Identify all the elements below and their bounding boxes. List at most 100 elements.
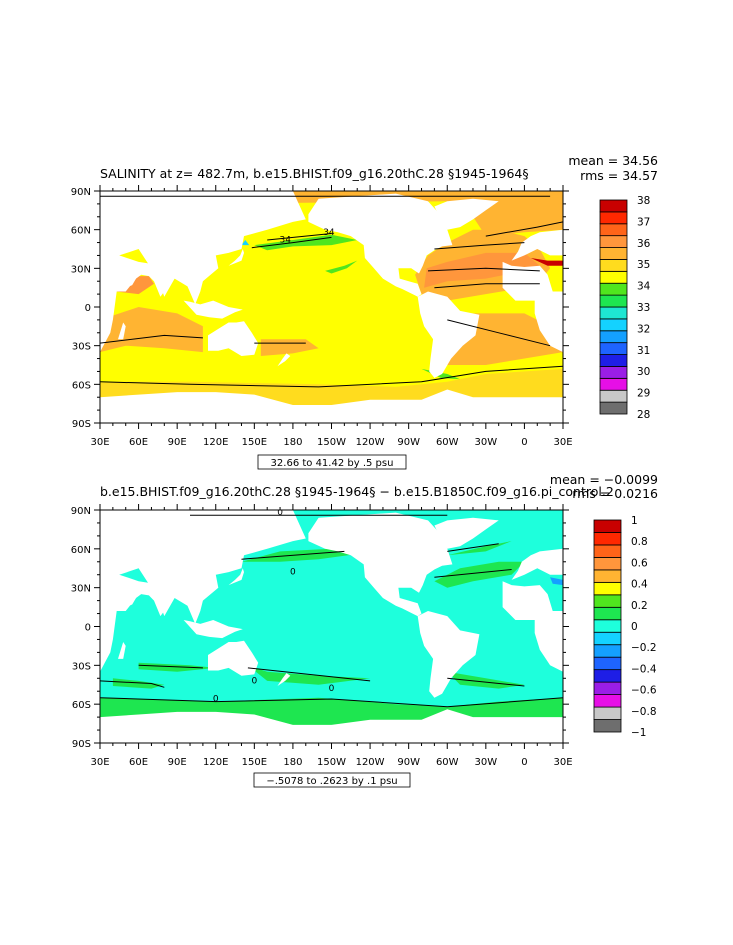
contour-line bbox=[434, 569, 512, 578]
contour-line bbox=[100, 334, 203, 344]
colorbar-label: −0.6 bbox=[631, 685, 657, 697]
colorbar-box bbox=[599, 199, 628, 213]
colorbar-box bbox=[593, 719, 622, 733]
colorbar-label: 0.4 bbox=[631, 579, 648, 591]
contour-line bbox=[434, 283, 540, 289]
colorbar-label: 31 bbox=[637, 345, 650, 357]
colorbar-label: 35 bbox=[637, 259, 650, 271]
contour-line bbox=[138, 664, 203, 669]
contour-line bbox=[241, 550, 345, 560]
colorbar-box bbox=[599, 223, 628, 237]
contour-line bbox=[100, 697, 563, 708]
x-tick-label: 150E bbox=[242, 437, 267, 448]
x-tick-label: 30W bbox=[475, 437, 498, 448]
land-indonesia bbox=[183, 300, 243, 319]
anomaly-panel: b.e15.BHIST.f09_g16.20thC.28 §1945-1964§… bbox=[71, 472, 658, 788]
salinity-map: 34 34 bbox=[100, 191, 563, 423]
colorbar-box bbox=[599, 259, 628, 272]
contour-label: 0 bbox=[251, 676, 257, 686]
anomaly-info-text: −.5078 to .2623 by .1 psu bbox=[266, 776, 397, 787]
y-tick-label: 30N bbox=[71, 584, 91, 595]
land-south-america bbox=[417, 611, 480, 698]
colorbar-box bbox=[599, 330, 628, 344]
colorbar-box bbox=[599, 247, 628, 260]
ocean-region-mediterranean bbox=[550, 577, 563, 586]
contour-line bbox=[100, 365, 563, 388]
ocean-region-south-pacific-band bbox=[247, 665, 371, 685]
x-tick-label: 30E bbox=[553, 757, 572, 768]
contour-label: 34 bbox=[323, 228, 335, 238]
salinity-colorbar: 38 37 36 35 34 33 32 31 30 29 28 bbox=[599, 195, 651, 421]
colorbar-box bbox=[599, 354, 628, 367]
anomaly-info-box: −.5078 to .2623 by .1 psu bbox=[253, 772, 411, 788]
contour-line bbox=[247, 667, 371, 682]
colorbar-box bbox=[593, 669, 622, 683]
contour-label: 34 bbox=[279, 236, 291, 246]
colorbar-box bbox=[593, 606, 622, 621]
x-tick-label: 30E bbox=[90, 757, 109, 768]
y-tick-label: 90N bbox=[71, 187, 91, 198]
colorbar-box bbox=[593, 532, 622, 546]
land-japan bbox=[228, 249, 244, 266]
colorbar-box bbox=[593, 681, 622, 695]
colorbar-label: 0.8 bbox=[631, 536, 648, 548]
x-tick-label: 30W bbox=[475, 757, 498, 768]
colorbar-box bbox=[599, 389, 628, 403]
colorbar-box bbox=[593, 656, 622, 671]
contour-label: 0 bbox=[213, 695, 219, 705]
contour-line bbox=[447, 677, 525, 687]
ocean-region-north-atlantic-band bbox=[434, 561, 525, 588]
anomaly-map: 0 0 0 0 0 bbox=[100, 510, 563, 743]
colorbar-box bbox=[599, 235, 628, 248]
salinity-info-text: 32.66 to 41.42 by .5 psu bbox=[271, 458, 394, 469]
x-tick-label: 120W bbox=[356, 437, 385, 448]
colorbar-label: 1 bbox=[631, 515, 638, 527]
colorbar-label: 38 bbox=[637, 195, 650, 207]
colorbar-box bbox=[599, 211, 628, 225]
colorbar-label: −0.2 bbox=[631, 642, 657, 654]
x-tick-label: 60W bbox=[436, 757, 459, 768]
x-tick-label: 180 bbox=[283, 437, 302, 448]
ocean-region-north-atlantic-core bbox=[424, 252, 540, 288]
contour-label: 0 bbox=[290, 568, 296, 578]
land-africa bbox=[502, 581, 563, 672]
colorbar-box bbox=[593, 631, 622, 646]
land-africa bbox=[502, 261, 563, 353]
land-europe bbox=[511, 548, 563, 580]
y-tick-label: 60N bbox=[71, 226, 91, 237]
land-japan bbox=[228, 568, 244, 586]
colorbar-label: 37 bbox=[637, 216, 650, 228]
colorbar-box bbox=[599, 318, 628, 332]
salinity-panel: SALINITY at z= 482.7m, b.e15.BHIST.f09_g… bbox=[71, 153, 658, 470]
colorbar-box bbox=[599, 294, 628, 308]
panel2-stat-rms: rms = 0.0216 bbox=[572, 486, 658, 501]
contour-line bbox=[100, 680, 165, 688]
colorbar-label: 29 bbox=[637, 388, 650, 400]
x-tick-label: 90W bbox=[397, 757, 420, 768]
colorbar-box bbox=[599, 366, 628, 379]
land-antarctica bbox=[100, 709, 563, 743]
colorbar-box bbox=[593, 594, 622, 608]
colorbar-label: 33 bbox=[637, 302, 650, 314]
contour-line bbox=[427, 267, 540, 272]
contour-line bbox=[434, 242, 525, 250]
colorbar-box bbox=[593, 581, 622, 596]
colorbar-label: 36 bbox=[637, 238, 651, 250]
panel1-stat-mean: mean = 34.56 bbox=[568, 153, 658, 168]
y-tick-label: 60S bbox=[72, 380, 91, 391]
contour-line bbox=[447, 319, 551, 347]
land-antarctica bbox=[100, 389, 563, 423]
land-australia bbox=[208, 640, 259, 676]
colorbar-label: −1 bbox=[631, 727, 646, 739]
colorbar-label: 0.2 bbox=[631, 600, 648, 612]
colorbar-box bbox=[593, 519, 622, 533]
colorbar-label: 0.6 bbox=[631, 557, 648, 569]
colorbar-box bbox=[599, 306, 628, 320]
ocean-region-pacific-eddy bbox=[325, 260, 358, 274]
colorbar-box bbox=[593, 706, 622, 720]
y-tick-label: 90S bbox=[72, 419, 91, 430]
land-arabia-india bbox=[110, 574, 180, 617]
y-tick-label: 60N bbox=[71, 545, 91, 556]
ocean-region-okhotsk bbox=[241, 240, 250, 246]
